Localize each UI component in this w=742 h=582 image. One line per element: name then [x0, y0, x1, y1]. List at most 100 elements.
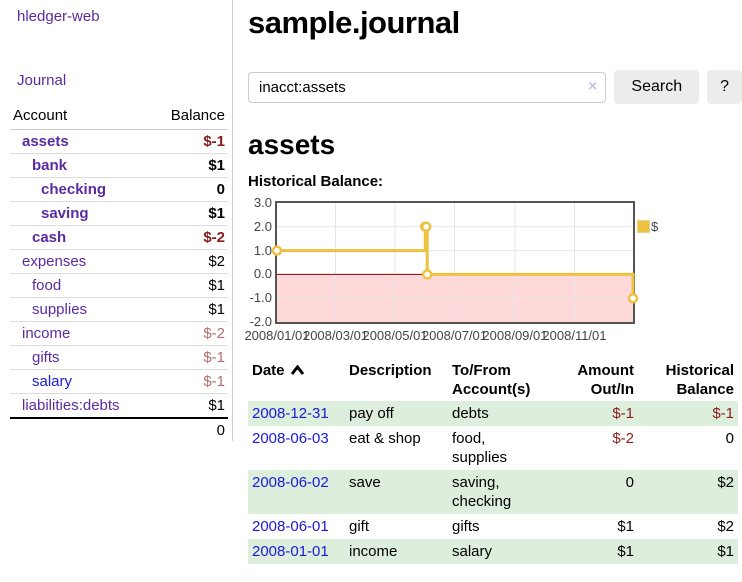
account-link-expenses[interactable]: expenses — [22, 253, 87, 270]
account-balance: $1 — [152, 273, 228, 298]
register-row: 2008-06-03 eat & shop food, supplies $-2… — [248, 426, 738, 470]
register-amount: $-2 — [612, 430, 634, 447]
account-link-saving[interactable]: saving — [41, 205, 89, 222]
account-link-bank[interactable]: bank — [32, 157, 68, 174]
chart-series — [271, 203, 639, 322]
account-balance: $1 — [152, 201, 228, 226]
account-row: food $1 — [10, 273, 228, 298]
register-table: Date Description To/From Account(s) Amou… — [248, 359, 738, 564]
account-balance: $-1 — [152, 129, 228, 154]
register-accounts: saving, checking — [452, 474, 512, 510]
account-balance: $-1 — [152, 369, 228, 394]
register-description: eat & shop — [349, 430, 421, 447]
account-row: gifts $-1 — [10, 345, 228, 370]
register-header-amount: Amount Out/In — [577, 362, 634, 398]
account-title: assets — [248, 129, 336, 160]
y-tick-label: -1.0 — [249, 290, 272, 306]
sidebar-item-journal[interactable]: Journal — [17, 72, 67, 89]
legend-label: $ — [651, 219, 659, 234]
account-row: assets $-1 — [10, 129, 228, 154]
register-header-accounts: To/From Account(s) — [452, 362, 531, 398]
register-row: 2008-12-31 pay off debts $-1 $-1 — [248, 401, 738, 426]
accounts-header-balance: Balance — [152, 104, 228, 130]
register-accounts: debts — [452, 405, 489, 422]
register-balance: $-1 — [712, 405, 734, 422]
y-tick-label: 0.0 — [253, 266, 272, 282]
account-row: checking 0 — [10, 177, 228, 202]
account-link-gifts[interactable]: gifts — [32, 349, 60, 366]
account-link-cash[interactable]: cash — [32, 229, 67, 246]
account-balance: $2 — [152, 249, 228, 274]
y-tick-label: -2.0 — [249, 314, 272, 329]
x-tick-label: 2008/09/01 — [482, 328, 548, 343]
register-amount: 0 — [625, 474, 634, 491]
account-balance: $1 — [152, 153, 228, 178]
account-link-supplies[interactable]: supplies — [32, 301, 88, 318]
account-link-salary[interactable]: salary — [32, 373, 73, 390]
register-date-link[interactable]: 2008-12-31 — [252, 405, 329, 422]
register-row: 2008-01-01 income salary $1 $1 — [248, 539, 738, 564]
register-header-description: Description — [349, 362, 432, 379]
clear-search-icon[interactable]: × — [588, 78, 598, 95]
register-description: pay off — [349, 405, 394, 422]
accounts-total-row: 0 — [10, 417, 228, 442]
account-link-income[interactable]: income — [22, 325, 71, 342]
register-header-balance: Historical Balance — [665, 362, 734, 398]
main-content: sample.journal × Search ? assets Histori… — [244, 0, 742, 564]
register-balance: $2 — [717, 518, 734, 535]
register-amount: $-1 — [612, 405, 634, 422]
legend-swatch-icon — [637, 220, 650, 233]
y-tick-label: 3.0 — [253, 195, 272, 210]
chart-legend: $ — [637, 219, 658, 234]
account-link-checking[interactable]: checking — [41, 181, 107, 198]
account-balance: $-1 — [152, 345, 228, 370]
register-accounts: food, supplies — [452, 430, 508, 466]
account-row: liabilities:debts $1 — [10, 393, 228, 419]
account-link-liabilities-debts[interactable]: liabilities:debts — [22, 397, 120, 414]
register-date-link[interactable]: 2008-06-02 — [252, 474, 329, 491]
register-description: save — [349, 474, 381, 491]
brand-link[interactable]: hledger-web — [17, 8, 100, 25]
account-row: bank $1 — [10, 153, 228, 178]
search-input[interactable] — [248, 71, 607, 103]
account-balance: $-2 — [152, 321, 228, 346]
help-button[interactable]: ? — [707, 70, 742, 104]
register-date-link[interactable]: 2008-01-01 — [252, 543, 329, 560]
accounts-header-account: Account — [10, 104, 153, 130]
accounts-table: Account Balance assets $-1 bank $1 check… — [10, 104, 228, 442]
y-tick-label: 2.0 — [253, 218, 272, 234]
register-balance: $2 — [717, 474, 734, 491]
account-row: supplies $1 — [10, 297, 228, 322]
sidebar: hledger-web Journal Account Balance asse… — [0, 0, 233, 442]
x-tick-label: 2008/01/01 — [244, 328, 310, 343]
accounts-header-row: Account Balance — [10, 104, 228, 130]
register-balance: 0 — [725, 430, 734, 447]
chart-plot[interactable]: $ — [271, 201, 658, 324]
page-title: sample.journal — [248, 5, 460, 40]
search-form: × Search ? — [248, 70, 742, 104]
account-row: income $-2 — [10, 321, 228, 346]
x-tick-label: 2008/05/01 — [362, 328, 428, 343]
register-amount: $1 — [617, 518, 634, 535]
account-balance: 0 — [152, 177, 228, 202]
account-link-food[interactable]: food — [32, 277, 62, 294]
register-row: 2008-06-01 gift gifts $1 $2 — [248, 514, 738, 539]
chart-heading: Historical Balance: — [248, 173, 384, 190]
register-amount: $1 — [617, 543, 634, 560]
account-row: expenses $2 — [10, 249, 228, 274]
register-accounts: gifts — [452, 518, 480, 535]
register-accounts: salary — [452, 543, 493, 560]
account-link-assets[interactable]: assets — [22, 133, 69, 150]
account-balance: $1 — [152, 393, 228, 419]
x-tick-label: 2008/03/01 — [302, 328, 369, 343]
sort-ascending-icon — [290, 362, 305, 381]
account-row: cash $-2 — [10, 225, 228, 250]
account-balance: $1 — [152, 297, 228, 322]
register-date-link[interactable]: 2008-06-03 — [252, 430, 329, 447]
x-tick-label: 2008/07/01 — [421, 328, 488, 343]
account-row: salary $-1 — [10, 369, 228, 394]
search-button[interactable]: Search — [614, 70, 700, 104]
register-balance: $1 — [717, 543, 734, 560]
account-balance: $-2 — [152, 225, 228, 250]
register-date-link[interactable]: 2008-06-01 — [252, 518, 329, 535]
